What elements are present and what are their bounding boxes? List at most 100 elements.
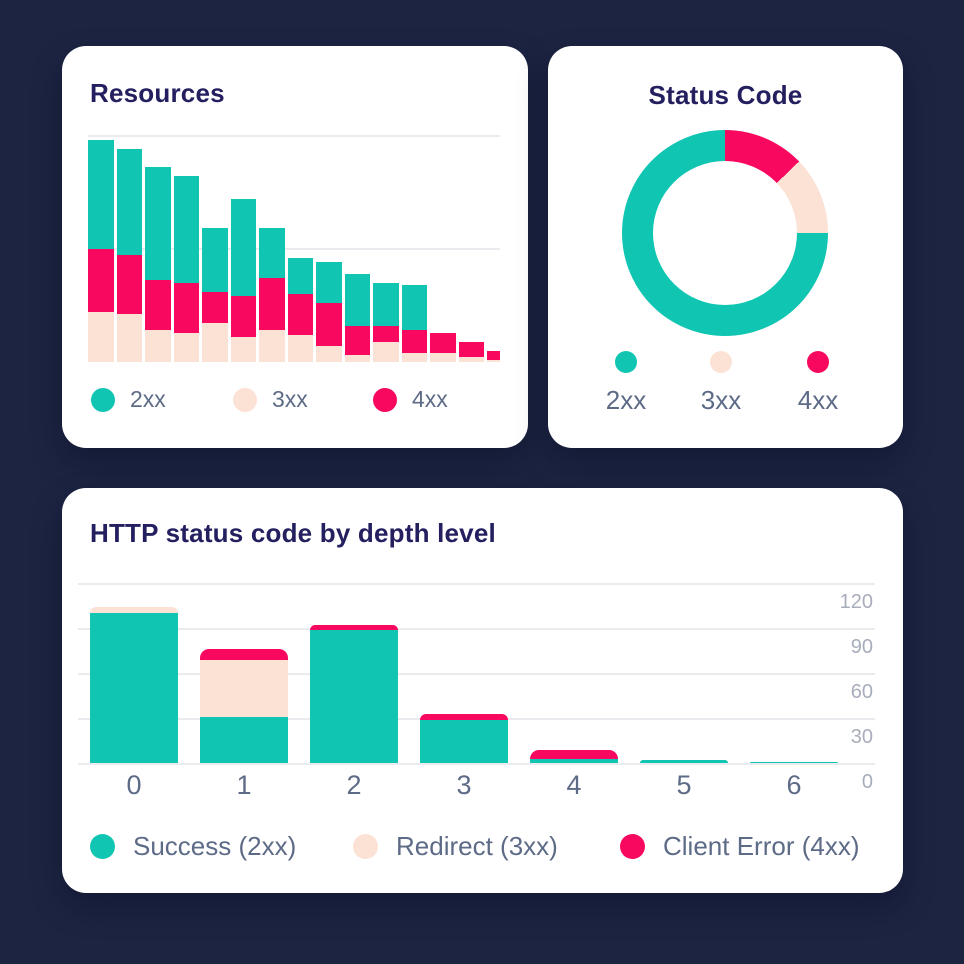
legend-label-3xx: 3xx: [700, 385, 742, 415]
resources-bar-14: [458, 341, 484, 362]
legend-dot-2xx: [91, 387, 115, 412]
segment-Client Error (4xx): [530, 749, 618, 759]
y-tick-90: 90: [850, 636, 873, 658]
segment-Client Error (4xx): [200, 649, 288, 660]
segment-Redirect (3xx): [90, 607, 178, 613]
segment-Success (2xx): [750, 761, 838, 763]
resources-bar-4: [173, 175, 199, 362]
segment-3xx: [287, 334, 313, 362]
legend-dot-redirect: [353, 834, 378, 859]
segment-2xx: [230, 198, 256, 297]
segment-Success (2xx): [420, 719, 508, 763]
segment-2xx: [287, 257, 313, 294]
legend-label-4xx: 4xx: [797, 385, 839, 415]
depth-x-axis-labels: 0 1 2 3 4 5 6: [78, 770, 875, 802]
segment-3xx: [316, 346, 342, 362]
legend-item-3xx[interactable]: 3xx: [233, 386, 308, 413]
segment-Success (2xx): [200, 716, 288, 763]
segment-3xx: [430, 352, 456, 362]
segment-2xx: [88, 139, 114, 249]
segment-2xx: [145, 166, 171, 281]
segment-4xx: [287, 293, 313, 335]
x-label-2: 2: [346, 770, 362, 800]
depth-bar-0: [90, 607, 178, 763]
resources-card-title: Resources: [90, 78, 225, 108]
legend-item-client-error[interactable]: Client Error (4xx): [620, 831, 859, 862]
segment-4xx: [116, 255, 142, 315]
x-label-5: 5: [676, 770, 692, 800]
x-label-1: 1: [236, 770, 252, 800]
gridline-100: [88, 135, 500, 137]
segment-4xx: [230, 296, 256, 338]
segment-4xx: [316, 303, 342, 347]
depth-bar-4: [530, 749, 618, 763]
segment-Success (2xx): [90, 613, 178, 763]
segment-4xx: [88, 248, 114, 313]
status-code-card-title: Status Code: [648, 80, 803, 110]
segment-Client Error (4xx): [310, 625, 398, 630]
legend-item-4xx[interactable]: 4xx: [772, 351, 864, 416]
y-tick-60: 60: [850, 681, 873, 703]
legend-dot-3xx: [233, 387, 257, 412]
x-label-3: 3: [456, 770, 472, 800]
segment-3xx: [116, 314, 142, 362]
segment-4xx: [344, 325, 370, 356]
legend-label-2xx: 2xx: [130, 386, 166, 412]
segment-2xx: [202, 228, 228, 292]
y-tick-0: 0: [861, 771, 873, 793]
legend-item-3xx[interactable]: 3xx: [675, 351, 767, 416]
legend-dot-4xx: [373, 387, 397, 412]
legend-item-success[interactable]: Success (2xx): [90, 831, 296, 862]
segment-4xx: [373, 325, 399, 342]
resources-bar-3: [145, 166, 171, 362]
legend-label-3xx: 3xx: [272, 386, 308, 412]
legend-item-2xx[interactable]: 2xx: [91, 386, 166, 413]
segment-2xx: [173, 175, 199, 283]
segment-Redirect (3xx): [200, 659, 288, 717]
x-label-6: 6: [786, 770, 802, 800]
legend-item-redirect[interactable]: Redirect (3xx): [353, 831, 558, 862]
legend-label-4xx: 4xx: [412, 386, 448, 412]
segment-2xx: [344, 273, 370, 326]
gridline-90: [78, 628, 875, 630]
resources-bar-13: [430, 332, 456, 362]
resources-bar-11: [373, 282, 399, 362]
segment-Success (2xx): [530, 758, 618, 763]
resources-card: Resources 2xx 3xx 4xx: [62, 46, 528, 448]
depth-bar-6: [750, 761, 838, 763]
segment-3xx: [487, 359, 500, 362]
legend-label-redirect: Redirect (3xx): [396, 831, 558, 861]
legend-item-4xx[interactable]: 4xx: [373, 386, 448, 413]
segment-4xx: [202, 291, 228, 324]
segment-3xx: [88, 312, 114, 362]
segment-3xx: [373, 341, 399, 362]
segment-3xx: [145, 330, 171, 362]
segment-3xx: [344, 355, 370, 362]
segment-4xx: [401, 330, 427, 353]
segment-4xx: [430, 332, 456, 353]
resources-bars: [88, 135, 500, 362]
legend-dot-client-error: [620, 834, 645, 859]
segment-Success (2xx): [640, 760, 728, 763]
segment-4xx: [173, 282, 199, 333]
y-tick-30: 30: [850, 726, 873, 748]
segment-3xx: [173, 332, 199, 362]
segment-2xx: [316, 262, 342, 303]
legend-dot-success: [90, 834, 115, 859]
resources-bar-15: [487, 350, 500, 362]
resources-bar-1: [88, 139, 114, 362]
resources-bar-7: [259, 228, 285, 362]
resources-bar-9: [316, 262, 342, 362]
resources-bar-5: [202, 228, 228, 362]
resources-bar-6: [230, 198, 256, 362]
segment-4xx: [145, 280, 171, 331]
segment-3xx: [259, 330, 285, 362]
gridline-60: [78, 673, 875, 675]
segment-2xx: [401, 284, 427, 331]
legend-item-2xx[interactable]: 2xx: [580, 351, 672, 416]
legend-dot-2xx: [615, 351, 637, 373]
legend-label-success: Success (2xx): [133, 831, 297, 861]
segment-2xx: [259, 228, 285, 279]
status-code-card: Status Code 2xx 3xx 4xx: [548, 46, 903, 448]
